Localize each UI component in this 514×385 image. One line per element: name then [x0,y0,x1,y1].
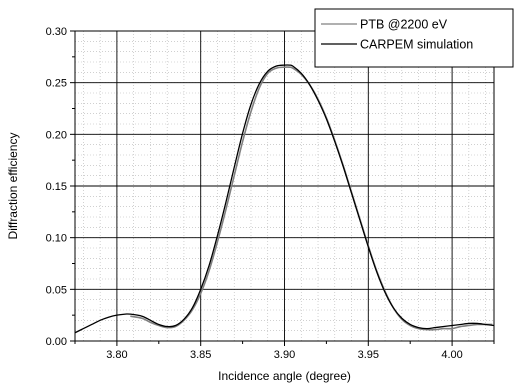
x-tick-label: 4.00 [441,349,462,361]
x-axis: 3.80 3.85 3.90 3.95 4.00 [74,341,495,361]
y-tick-label: 0.05 [46,284,67,296]
x-axis-title: Incidence angle (degree) [218,369,351,383]
y-tick-label: 0.15 [46,181,67,193]
major-grid [75,30,494,342]
x-tick-label: 3.90 [274,349,295,361]
legend-box [314,8,514,68]
y-tick-label: 0.30 [46,26,67,38]
y-tick-label: 0.10 [46,233,67,245]
series-line-carpem [74,64,495,334]
y-tick-label: 0.25 [46,78,67,90]
y-tick-label: 0.00 [46,336,67,348]
x-tick-label: 3.80 [106,349,127,361]
x-tick-label: 3.85 [190,349,211,361]
series-line-ptb [130,66,493,331]
legend-label-carpem: CARPEM simulation [360,38,473,52]
y-axis-title: Diffraction efficiency [6,133,20,240]
y-axis: 0.00 0.05 0.10 0.15 0.20 0.25 0.30 [46,26,75,348]
y-tick-label: 0.20 [46,129,67,141]
legend-label-ptb: PTB @2200 eV [360,18,448,32]
x-tick-label: 3.95 [358,349,379,361]
legend: PTB @2200 eV CARPEM simulation [314,8,514,68]
series-layer [74,64,495,334]
